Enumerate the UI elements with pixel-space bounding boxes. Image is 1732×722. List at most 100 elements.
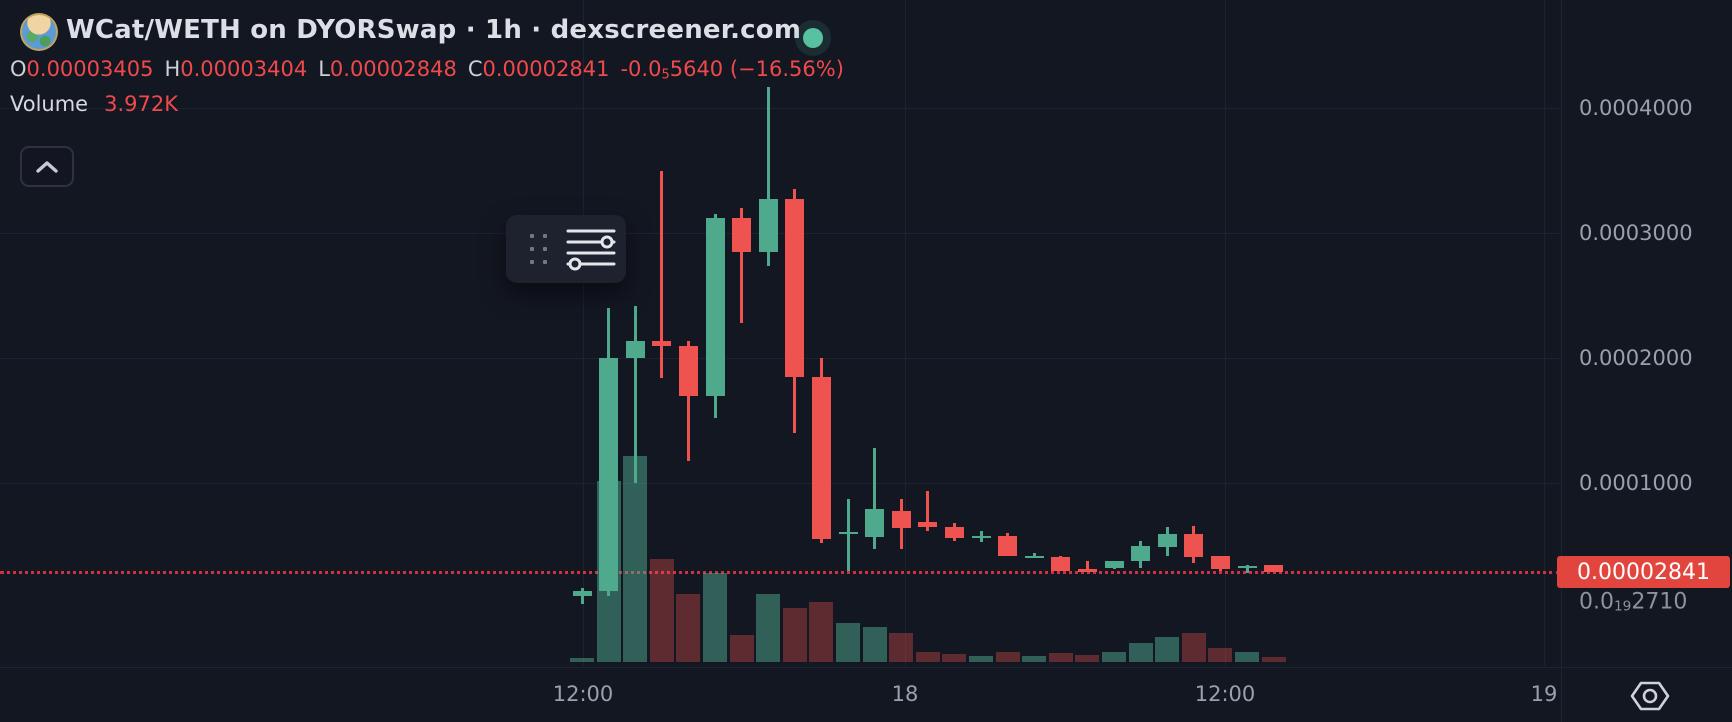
candle-wick — [1245, 564, 1249, 573]
price-axis-label: 0.0001000 — [1579, 471, 1693, 495]
candle — [1077, 569, 1097, 572]
volume-legend: Volume 3.972K — [10, 92, 178, 116]
token-logo — [20, 13, 58, 51]
candle — [1210, 555, 1230, 570]
volume-bar — [969, 655, 993, 662]
ohlc-letter: L — [318, 57, 330, 81]
ohlc-letter: O — [10, 57, 27, 81]
candle — [944, 526, 964, 538]
candle-wick — [873, 448, 877, 550]
candle — [998, 535, 1018, 556]
time-axis-label: 19 — [1530, 682, 1558, 706]
volume-bar — [836, 622, 860, 662]
ohlc-letter: C — [467, 57, 483, 81]
volume-bar — [1075, 654, 1100, 662]
time-axis-label: 18 — [891, 682, 919, 706]
price-axis-label: 0.0002000 — [1579, 346, 1693, 370]
ohlc-value: 0.00003404 — [180, 57, 308, 81]
volume-bar — [942, 653, 967, 662]
last-price-line — [0, 571, 1560, 575]
price-change: -0.055640 (−16.56%) — [620, 57, 844, 83]
ohlc-value: 0.00003405 — [26, 57, 154, 81]
volume-label: Volume — [10, 92, 89, 116]
candle — [572, 590, 592, 596]
volume-bar — [596, 480, 621, 662]
volume-bar — [649, 559, 674, 662]
vertical-gridline — [1544, 0, 1545, 666]
volume-bar — [889, 633, 914, 662]
candle — [785, 199, 805, 377]
candle-wick — [1085, 560, 1089, 572]
candle — [1131, 545, 1151, 561]
volume-bar — [703, 573, 727, 662]
horizontal-gridline — [0, 358, 1560, 359]
candle — [758, 199, 778, 252]
candle — [678, 345, 698, 396]
candle-wick — [686, 340, 690, 461]
volume-bar — [1181, 633, 1206, 662]
volume-bar — [729, 635, 754, 662]
sliders-icon[interactable] — [562, 226, 620, 272]
horizontal-gridline — [0, 233, 1560, 234]
volume-bar — [676, 594, 701, 662]
volume-bar — [915, 651, 940, 662]
volume-bar — [1235, 651, 1259, 662]
candle — [1051, 556, 1071, 571]
ohlc-legend: O0.00003405 H0.00003404 L0.00002848 C0.0000… — [10, 57, 844, 82]
candle — [705, 218, 725, 396]
candle-wick — [846, 499, 850, 571]
candle — [865, 509, 885, 537]
collapse-legend-button[interactable] — [20, 146, 74, 187]
volume-value: 3.972K — [104, 92, 178, 116]
floating-toolbar[interactable] — [506, 215, 626, 283]
last-price-badge: 0.00002841 — [1557, 556, 1730, 588]
candle — [971, 535, 991, 538]
volume-bar — [1128, 643, 1153, 662]
price-axis[interactable]: 0.0004000 0.0003000 0.0002000 0.0001000 0.0… — [1557, 0, 1732, 722]
price-scale-settings-icon[interactable] — [1630, 679, 1670, 713]
volume-bar — [809, 602, 834, 662]
volume-bar — [995, 651, 1020, 662]
volume-bar — [756, 594, 781, 662]
volume-bar — [1155, 637, 1180, 662]
candle-wick — [580, 588, 584, 605]
drag-handle-icon[interactable] — [530, 234, 547, 264]
chevron-up-icon — [36, 160, 58, 173]
candle — [891, 510, 911, 528]
price-chart-canvas[interactable] — [0, 0, 1560, 666]
axis-zero-label: 0.0192710 — [1579, 589, 1688, 615]
candle — [838, 531, 858, 535]
candle — [1157, 534, 1177, 547]
candle — [1184, 534, 1204, 557]
vertical-gridline — [583, 0, 584, 666]
candle — [811, 376, 831, 540]
vertical-gridline — [1225, 0, 1226, 666]
volume-bar — [1022, 655, 1047, 662]
time-axis-label: 12:00 — [1194, 682, 1256, 706]
volume-bar — [1048, 652, 1073, 662]
candle-wick — [740, 208, 744, 323]
candle — [652, 340, 672, 346]
ohlc-value: 0.00002848 — [329, 57, 457, 81]
candle — [1237, 565, 1257, 568]
ohlc-value: 0.00002841 — [482, 57, 610, 81]
page-title: WCat/WETH on DYORSwap · 1h · dexscreener… — [66, 15, 802, 45]
ohlc-letter: H — [164, 57, 181, 81]
candle-wick — [660, 170, 664, 378]
candle — [1264, 565, 1284, 573]
time-axis[interactable]: 12:00 18 12:00 19 — [0, 667, 1732, 722]
volume-bar — [862, 626, 887, 662]
price-axis-label: 0.0004000 — [1579, 96, 1693, 120]
status-dot — [803, 28, 823, 48]
candle — [1104, 560, 1124, 568]
vertical-gridline — [905, 0, 906, 666]
candle — [732, 218, 752, 252]
volume-bar — [1261, 656, 1286, 662]
candle — [1024, 555, 1044, 558]
volume-bar — [570, 657, 594, 662]
candle-wick — [633, 305, 637, 483]
candle-wick — [766, 86, 770, 266]
candle-wick — [926, 490, 930, 531]
horizontal-gridline — [0, 483, 1560, 484]
